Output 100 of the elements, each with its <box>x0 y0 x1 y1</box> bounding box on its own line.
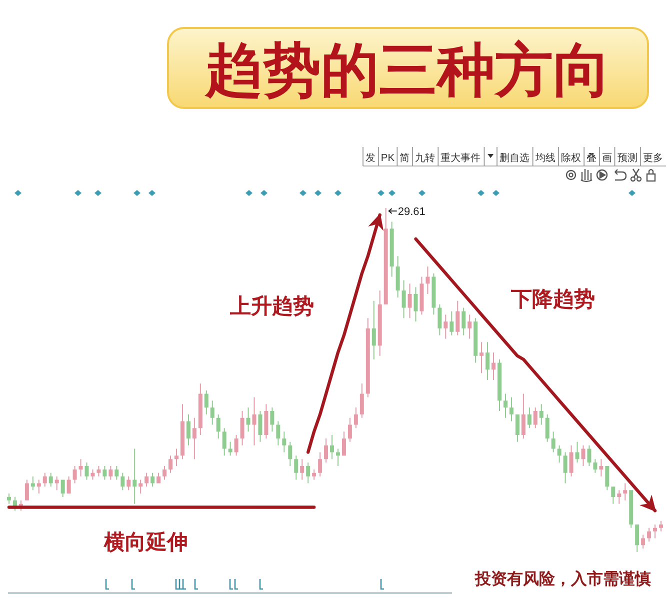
candlestick <box>6 494 11 504</box>
candlestick <box>611 486 616 504</box>
candlestick <box>414 287 418 322</box>
candlestick <box>420 276 424 315</box>
candlestick <box>372 300 376 360</box>
text: 投资有风险，入市需谨慎 <box>474 570 651 588</box>
candlestick <box>438 304 442 336</box>
candlestick <box>378 290 382 356</box>
candlestick <box>521 394 526 438</box>
candlestick <box>390 222 394 277</box>
candlestick <box>623 483 628 500</box>
candlestick <box>54 476 59 490</box>
candlestick <box>635 524 640 552</box>
candlestick <box>240 410 244 446</box>
candlestick <box>312 469 316 480</box>
candlestick <box>126 476 131 490</box>
candlestick <box>330 435 334 460</box>
candlestick <box>480 342 484 374</box>
candlestick <box>234 435 238 456</box>
candlestick <box>144 472 149 487</box>
candlestick <box>138 480 143 494</box>
candlestick <box>174 448 178 466</box>
candlestick <box>498 359 502 411</box>
candlestick <box>186 414 190 446</box>
candlestick <box>348 418 352 442</box>
candlestick <box>132 448 137 504</box>
candlestick <box>653 524 658 538</box>
candlestick <box>258 410 262 442</box>
candlestick <box>515 414 520 442</box>
candlestick <box>294 456 298 480</box>
candlestick <box>282 432 286 452</box>
candlestick <box>252 397 256 446</box>
candlestick <box>114 466 119 480</box>
candlestick <box>629 490 634 528</box>
candlestick <box>539 404 544 425</box>
candlestick <box>557 445 562 463</box>
candlestick <box>84 462 89 480</box>
candlestick <box>468 314 472 339</box>
candlestick <box>581 445 586 466</box>
candlestick <box>384 208 388 304</box>
candlestick <box>222 428 226 456</box>
candlestick <box>545 414 550 442</box>
candlestick <box>569 445 574 476</box>
candlestick <box>288 442 292 466</box>
candlestick <box>168 456 172 473</box>
candlestick <box>204 390 208 414</box>
candlestick <box>402 280 406 318</box>
candlestick <box>306 462 310 484</box>
candlestick <box>551 432 556 452</box>
annotation: 横向延伸 <box>103 531 188 554</box>
candlestick <box>593 459 598 473</box>
candlestick <box>36 480 41 494</box>
candlestick <box>527 408 532 428</box>
candlestick <box>587 445 592 466</box>
candlestick <box>408 284 412 318</box>
candlestick <box>90 469 95 480</box>
candlestick <box>246 408 250 432</box>
candlestick <box>66 476 71 494</box>
candlestick <box>432 273 436 315</box>
candlestick <box>509 397 514 422</box>
candlestick <box>162 466 167 480</box>
candlestick <box>641 534 646 549</box>
annotation: 上升趋势 <box>229 295 314 318</box>
candlestick <box>318 452 322 476</box>
candlestick <box>575 442 580 463</box>
candlestick <box>354 408 358 428</box>
candlestick <box>492 352 496 380</box>
candlestick <box>60 480 65 497</box>
candlestick <box>30 476 35 490</box>
candlestick <box>360 383 364 418</box>
candlestick <box>324 438 328 463</box>
candlestick <box>300 459 304 480</box>
candlestick <box>198 383 202 436</box>
candlestick <box>120 472 125 490</box>
candlestick <box>150 472 155 487</box>
candlestick <box>42 472 47 487</box>
candlestick <box>180 404 184 460</box>
candlestick <box>503 394 508 418</box>
candlestick <box>474 318 478 363</box>
candlestick <box>264 404 268 438</box>
candlestick <box>647 528 652 542</box>
chart-title: 趋势的三种方向 <box>204 38 611 103</box>
candlestick <box>228 442 232 456</box>
candlestick <box>102 466 107 480</box>
candlestick <box>462 308 466 336</box>
candlestick <box>426 266 430 294</box>
candlestick <box>78 459 83 476</box>
candlestick <box>96 466 101 476</box>
candlestick <box>216 414 220 438</box>
annotation: 下降趋势 <box>510 288 595 311</box>
candlestick <box>48 472 53 487</box>
candlestick <box>210 400 214 425</box>
candlestick <box>192 418 196 460</box>
candlestick <box>617 490 622 504</box>
candlestick <box>342 432 346 456</box>
candlestick <box>396 256 400 298</box>
candlestick <box>24 480 29 500</box>
candlestick <box>276 421 280 446</box>
candlestick <box>599 459 604 476</box>
candlestick <box>72 466 77 484</box>
